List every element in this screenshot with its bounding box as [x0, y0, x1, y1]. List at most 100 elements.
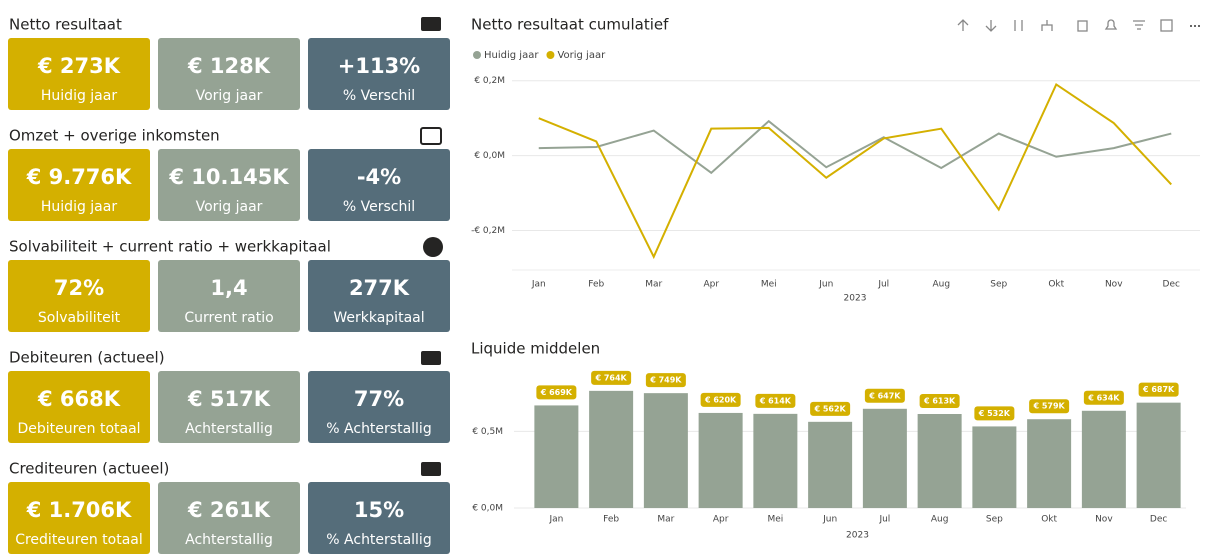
kpi-label: % Achterstallig — [326, 421, 431, 437]
kpi-card — [308, 38, 450, 110]
value-label-bg — [591, 370, 632, 385]
kpi-card — [8, 38, 150, 110]
x-tick-label: Jan — [548, 515, 563, 525]
x-tick-label: Mar — [645, 280, 662, 290]
icon-cash — [420, 127, 442, 145]
bar — [1027, 419, 1072, 508]
kpi-label: Werkkapitaal — [333, 310, 424, 326]
bar — [753, 413, 798, 508]
x-tick-label: Okt — [1048, 280, 1064, 290]
kpi-value: € 1.706K — [26, 498, 132, 522]
value-label: € 532K — [978, 409, 1011, 418]
bar — [534, 405, 579, 508]
value-label-bg — [1083, 390, 1124, 405]
kpi-value: 72% — [54, 276, 104, 300]
section-icons — [420, 17, 443, 476]
kpi-card — [8, 149, 150, 221]
toolbar-icon[interactable] — [1014, 20, 1023, 31]
toolbar-icon[interactable] — [1160, 19, 1173, 32]
chart-title: Liquide middelen — [471, 340, 600, 358]
value-label: € 562K — [814, 404, 847, 413]
legend-marker — [473, 51, 481, 59]
kpi-value: € 668K — [37, 387, 121, 411]
bar — [917, 414, 962, 508]
x-tick-label: Jun — [822, 515, 837, 525]
toolbar-icon[interactable] — [985, 20, 997, 32]
legend-label: Vorig jaar — [557, 50, 606, 61]
value-label: € 647K — [868, 391, 901, 400]
x-tick-label: Aug — [932, 280, 950, 290]
bar — [1136, 402, 1181, 508]
value-label-bg — [810, 401, 851, 416]
value-label-bg — [700, 392, 741, 407]
kpi-label: Achterstallig — [185, 532, 273, 548]
kpi-label: % Verschil — [343, 199, 415, 215]
kpi-card — [158, 149, 300, 221]
value-label-bg — [974, 406, 1015, 421]
y-tick-label: -€ 0,2M — [471, 226, 505, 236]
kpi-label: Achterstallig — [185, 421, 273, 437]
icon-money-minus — [421, 462, 441, 476]
x-tick-label: Dec — [1150, 515, 1167, 525]
kpi-card — [308, 482, 450, 554]
kpi-value: € 261K — [187, 498, 271, 522]
section-title: Crediteuren (actueel) — [9, 460, 169, 478]
x-tick-label: Jul — [877, 280, 889, 290]
kpi-value: € 9.776K — [26, 165, 132, 189]
value-label: € 749K — [649, 376, 682, 385]
x-tick-label: Mei — [767, 515, 783, 525]
line-series — [538, 82, 1172, 260]
line-series — [538, 119, 1172, 175]
x-tick-label: Jan — [531, 280, 546, 290]
value-label: € 613K — [923, 397, 956, 406]
toolbar-icon[interactable] — [1077, 20, 1088, 32]
section-title: Solvabiliteit + current ratio + werkkapi… — [9, 238, 331, 256]
bar — [643, 393, 688, 508]
kpi-label: % Verschil — [343, 88, 415, 104]
bar — [698, 412, 743, 508]
x-tick-label: Apr — [703, 280, 719, 290]
kpi-card — [8, 260, 150, 332]
section-title: Netto resultaat — [9, 16, 122, 34]
kpi-card — [8, 482, 150, 554]
legend-label: Huidig jaar — [484, 50, 539, 61]
x-tick-label: Mei — [761, 280, 777, 290]
kpi-label: Huidig jaar — [41, 88, 117, 104]
x-tick-label: Feb — [588, 280, 604, 290]
x-tick-label: Sep — [986, 515, 1003, 525]
kpi-value: € 273K — [37, 54, 121, 78]
x-axis-label: 2023 — [846, 531, 869, 541]
kpi-card — [158, 260, 300, 332]
value-label-bg — [1138, 382, 1179, 397]
toolbar-icon[interactable] — [1104, 19, 1118, 30]
value-label: € 669K — [540, 388, 573, 397]
kpi-value: € 10.145K — [168, 165, 289, 189]
toolbar-icon[interactable] — [957, 19, 969, 31]
x-tick-label: Feb — [603, 515, 619, 525]
y-tick-label: € 0,0M — [474, 151, 505, 161]
section-title: Omzet + overige inkomsten — [9, 127, 220, 145]
kpi-label: Vorig jaar — [196, 199, 263, 215]
toolbar-icon[interactable] — [1041, 20, 1053, 31]
toolbar — [957, 19, 1200, 32]
kpi-value: 1,4 — [210, 276, 247, 300]
y-tick-label: € 0,5M — [472, 427, 503, 437]
toolbar-icon[interactable] — [1133, 20, 1145, 30]
value-label-bg — [645, 373, 686, 388]
kpi-value: -4% — [357, 165, 401, 189]
x-tick-label: Nov — [1105, 280, 1123, 290]
kpi-card — [8, 371, 150, 443]
legend-marker — [546, 51, 555, 59]
bar — [1081, 410, 1126, 508]
y-tick-label: € 0,0M — [472, 504, 503, 514]
kpi-card — [308, 149, 450, 221]
icon-pie — [423, 237, 443, 257]
x-axis-label: 2023 — [844, 294, 867, 304]
kpi-value: € 128K — [187, 54, 271, 78]
x-tick-label: Nov — [1095, 515, 1113, 525]
kpi-value: € 517K — [187, 387, 271, 411]
kpi-label: Current ratio — [184, 310, 273, 326]
x-tick-label: Jun — [818, 280, 833, 290]
value-label: € 614K — [759, 396, 792, 405]
